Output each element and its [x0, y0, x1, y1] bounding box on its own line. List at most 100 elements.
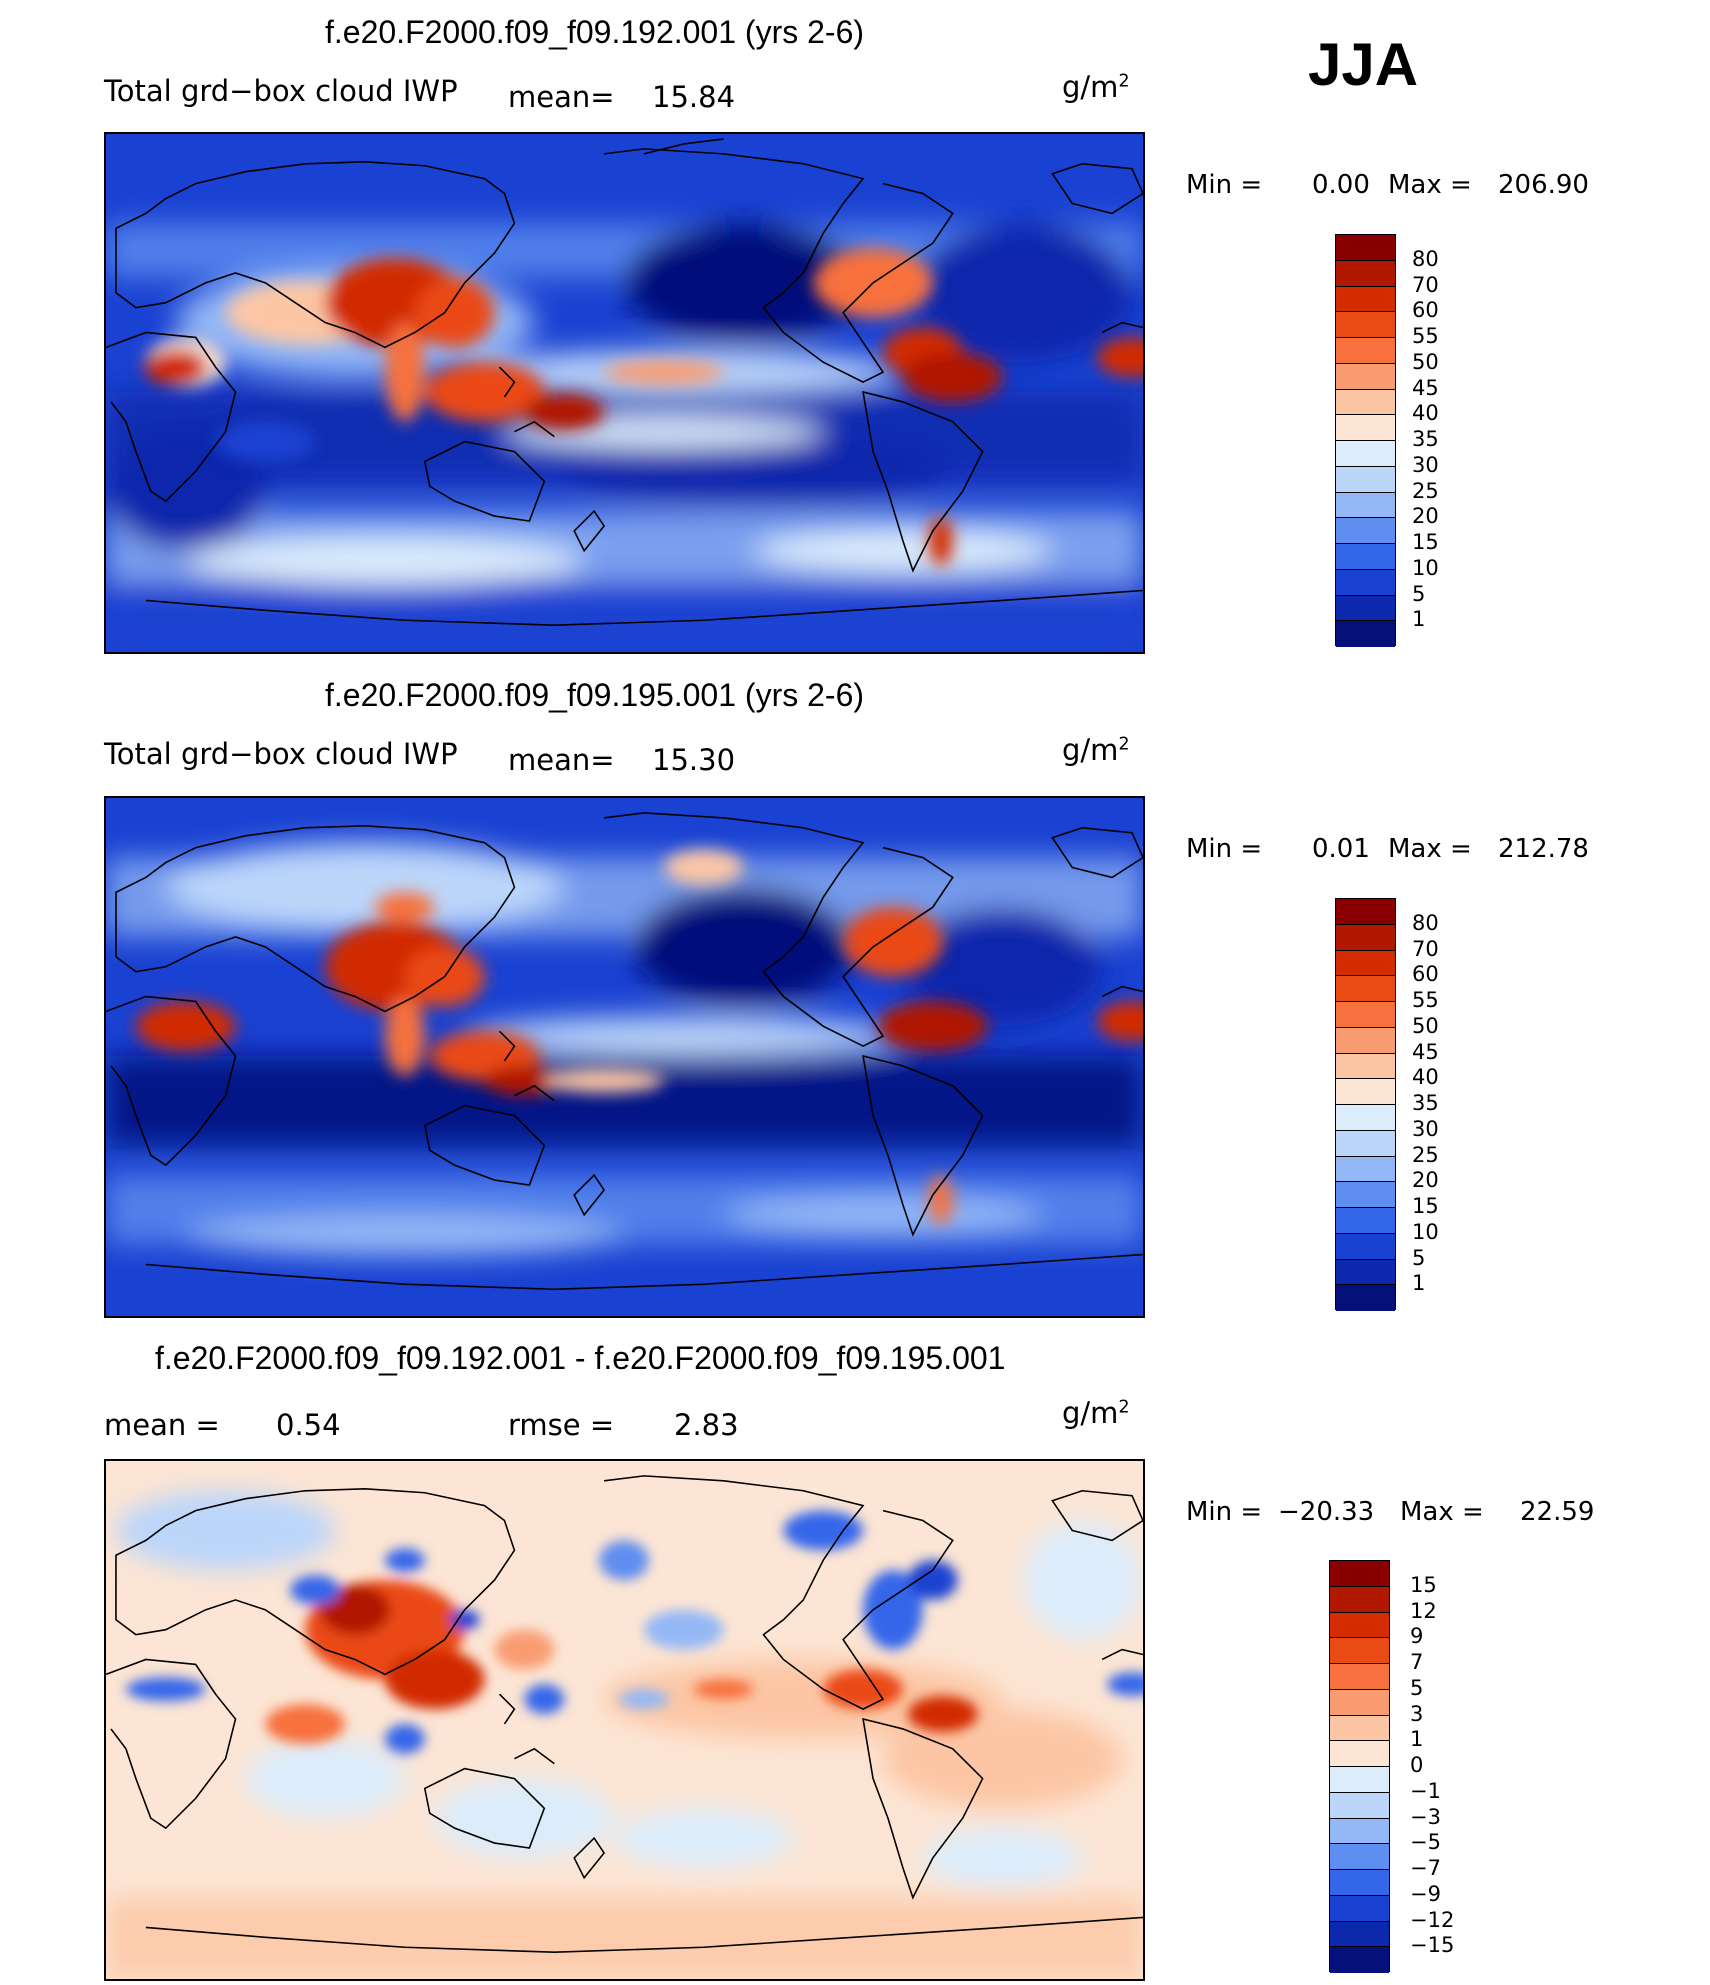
panel-1-map [104, 132, 1145, 654]
colorbar-segment [1330, 1612, 1389, 1639]
colorbar-tick-label: 35 [1412, 427, 1439, 451]
colorbar-tick-label: −3 [1410, 1804, 1441, 1829]
panel-2-max-label: Max = [1388, 834, 1472, 864]
colorbar-tick-label: 12 [1410, 1598, 1437, 1623]
colorbar-tick-label: 1 [1412, 607, 1426, 632]
panel-3-rmse-label: rmse = [508, 1408, 615, 1442]
colorbar-segment [1336, 621, 1395, 647]
colorbar-segment [1336, 441, 1395, 467]
panel-3-mean-value: 0.54 [276, 1408, 341, 1442]
colorbar-tick-label: 15 [1412, 530, 1439, 554]
colorbar-segment [1330, 1638, 1389, 1664]
panel-1-max-value: 206.90 [1498, 170, 1589, 200]
colorbar-segment [1336, 1105, 1395, 1131]
panel-2-variable: Total grd−box cloud IWP [104, 737, 458, 771]
colorbar-segment [1330, 1818, 1389, 1845]
colorbar-segment [1336, 950, 1395, 977]
panel-2-min-value: 0.01 [1312, 834, 1370, 864]
panel-1-min-value: 0.00 [1312, 170, 1370, 200]
panel-1-units: g/m2 [1062, 70, 1130, 104]
colorbar-segment [1330, 1561, 1389, 1587]
season-label: JJA [1308, 31, 1419, 98]
panel-2-colorbar [1335, 898, 1396, 1311]
panel-1-colorbar [1335, 234, 1396, 647]
panel-2-min-label: Min = [1186, 834, 1263, 864]
colorbar-tick-label: 60 [1412, 298, 1439, 323]
colorbar-segment [1336, 569, 1395, 596]
colorbar-tick-label: 40 [1412, 1065, 1439, 1090]
colorbar-tick-label: 15 [1412, 1194, 1439, 1218]
colorbar-segment [1336, 1027, 1395, 1054]
panel-3-units: g/m2 [1062, 1396, 1130, 1430]
colorbar-tick-label: 80 [1412, 910, 1439, 935]
panel-3-min-label: Min = [1186, 1497, 1263, 1527]
colorbar-segment [1336, 924, 1395, 951]
colorbar-segment [1330, 1767, 1389, 1793]
colorbar-tick-label: 40 [1412, 401, 1439, 426]
colorbar-tick-label: 55 [1412, 324, 1439, 348]
panel-1-title: f.e20.F2000.f09_f09.192.001 (yrs 2-6) [325, 14, 865, 50]
colorbar-segment [1330, 1792, 1389, 1819]
panel-1-mean-label: mean= [508, 80, 615, 114]
colorbar-tick-label: 0 [1410, 1753, 1424, 1777]
colorbar-segment [1330, 1664, 1389, 1690]
colorbar-segment [1330, 1870, 1389, 1896]
colorbar-segment [1336, 235, 1395, 261]
colorbar-segment [1336, 466, 1395, 493]
panel-3-rmse-value: 2.83 [674, 1408, 739, 1442]
panel-2-mean-label: mean= [508, 743, 615, 777]
colorbar-segment [1336, 1233, 1395, 1260]
colorbar-segment [1336, 415, 1395, 441]
panel-3-mean-label: mean = [104, 1408, 220, 1442]
colorbar-tick-label: 10 [1412, 555, 1439, 580]
panel-2-title: f.e20.F2000.f09_f09.195.001 (yrs 2-6) [325, 677, 865, 713]
colorbar-tick-label: −12 [1410, 1907, 1455, 1932]
colorbar-tick-label: 50 [1412, 1013, 1439, 1038]
colorbar-segment [1336, 338, 1395, 364]
panel-1-mean-value: 15.84 [652, 80, 736, 114]
panel-2-map [104, 796, 1145, 1318]
colorbar-tick-label: 45 [1412, 1039, 1439, 1064]
colorbar-tick-label: 55 [1412, 988, 1439, 1012]
colorbar-segment [1336, 1285, 1395, 1311]
colorbar-segment [1330, 1715, 1389, 1742]
panel-2-units: g/m2 [1062, 733, 1130, 767]
colorbar-tick-label: 5 [1412, 1245, 1426, 1270]
colorbar-tick-label: 15 [1410, 1572, 1437, 1597]
panel-1-min-label: Min = [1186, 170, 1263, 200]
colorbar-segment [1330, 1586, 1389, 1613]
colorbar-tick-label: 20 [1412, 1168, 1439, 1193]
colorbar-segment [1336, 312, 1395, 338]
colorbar-tick-label: 9 [1410, 1624, 1424, 1649]
colorbar-tick-label: 25 [1412, 1142, 1439, 1167]
colorbar-segment [1330, 1947, 1389, 1973]
colorbar-tick-label: 50 [1412, 349, 1439, 374]
colorbar-tick-label: −15 [1410, 1933, 1455, 1958]
colorbar-segment [1336, 595, 1395, 622]
colorbar-segment [1336, 1156, 1395, 1183]
colorbar-segment [1336, 1208, 1395, 1234]
colorbar-tick-label: −7 [1410, 1856, 1441, 1880]
colorbar-tick-label: 10 [1412, 1219, 1439, 1244]
colorbar-segment [1336, 1079, 1395, 1105]
colorbar-segment [1336, 1259, 1395, 1286]
panel-1-max-label: Max = [1388, 170, 1472, 200]
colorbar-segment [1336, 976, 1395, 1002]
colorbar-segment [1330, 1895, 1389, 1922]
panel-3-colorbar [1329, 1560, 1390, 1973]
colorbar-segment [1336, 492, 1395, 519]
panel-2-max-value: 212.78 [1498, 834, 1589, 864]
colorbar-tick-label: −9 [1410, 1881, 1441, 1906]
colorbar-tick-label: 7 [1410, 1650, 1424, 1674]
colorbar-tick-label: 60 [1412, 962, 1439, 987]
colorbar-tick-label: 25 [1412, 478, 1439, 503]
colorbar-segment [1336, 1002, 1395, 1028]
panel-3-map [104, 1459, 1145, 1981]
panel-3-min-value: −20.33 [1278, 1497, 1375, 1527]
colorbar-segment [1336, 1053, 1395, 1080]
colorbar-tick-label: 20 [1412, 504, 1439, 529]
colorbar-tick-label: 35 [1412, 1091, 1439, 1115]
panel-3-max-value: 22.59 [1520, 1497, 1595, 1527]
colorbar-segment [1336, 389, 1395, 416]
panel-2-mean-value: 15.30 [652, 743, 736, 777]
